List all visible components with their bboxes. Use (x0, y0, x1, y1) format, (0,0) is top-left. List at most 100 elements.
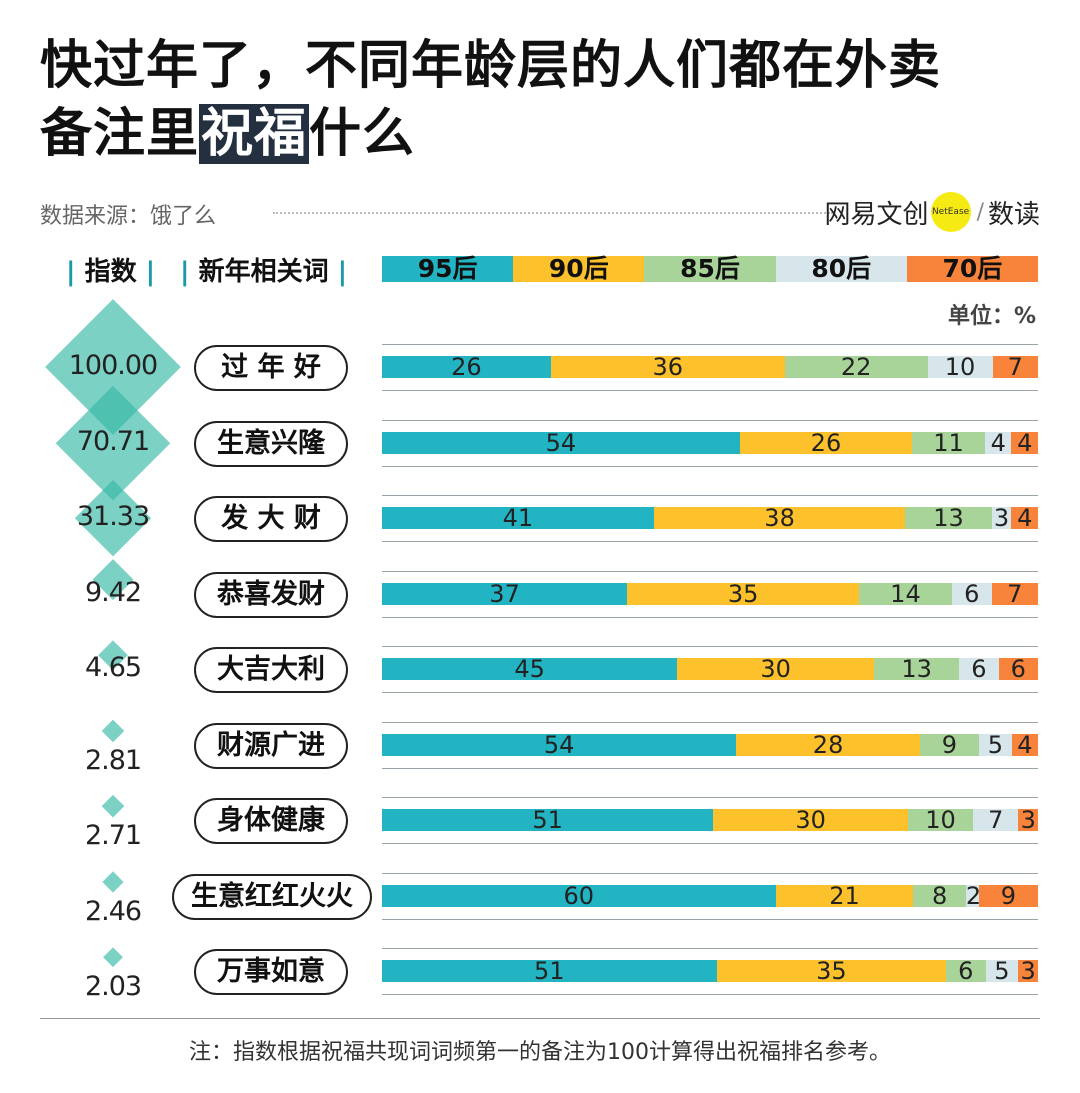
index-value: 31.33 (76, 501, 150, 532)
bar-segment-95后: 37 (382, 582, 628, 606)
row-top-rule (382, 495, 1038, 496)
bar-segment-85后: 13 (905, 506, 992, 530)
row-top-rule (382, 646, 1038, 647)
brand-name: 网易文创 (824, 199, 929, 230)
bar-segment-95后: 26 (382, 355, 551, 379)
chart-row: 2.71 身体健康 51 30 10 7 3 (0, 783, 1080, 858)
title-line-1: 快过年了，不同年龄层的人们都在外卖 (40, 36, 942, 96)
row-top-rule (382, 948, 1038, 949)
bar-segment-80后: 10 (927, 355, 993, 379)
keyword-pill: 生意红红火火 (172, 873, 372, 920)
row-bottom-rule (382, 994, 1038, 995)
data-source: 数据来源：饿了么 (40, 204, 217, 229)
stacked-bar: 54 28 9 5 4 (382, 733, 1038, 757)
title-line-2-post: 什么 (309, 104, 416, 164)
bar-segment-70后: 9 (978, 884, 1038, 908)
legend-item: 95后 (382, 256, 514, 282)
bar-segment-85后: 6 (946, 959, 986, 983)
index-diamond (102, 870, 124, 893)
keyword-pill: 财源广进 (194, 722, 348, 769)
bar-segment-70后: 4 (1011, 431, 1038, 455)
row-bottom-rule (382, 616, 1038, 618)
stacked-bar: 37 35 14 6 7 (382, 582, 1038, 606)
bar-segment-90后: 35 (627, 582, 860, 606)
keyword-pill: 过 年 好 (194, 345, 348, 391)
bar-segment-90后: 35 (716, 959, 947, 983)
bar-segment-70后: 7 (991, 582, 1038, 606)
bar-segment-85后: 9 (919, 733, 979, 757)
bar-segment-90后: 28 (736, 733, 920, 757)
keyword-pill: 发 大 财 (194, 496, 348, 542)
column-headers: | 指数 | | 新年相关词 | (0, 247, 1080, 287)
bar-segment-85后: 11 (912, 431, 985, 455)
keyword-pill: 恭喜发财 (194, 571, 348, 618)
bar-segment-80后: 6 (959, 657, 999, 681)
index-value: 2.81 (84, 744, 142, 776)
bar-segment-90后: 36 (550, 355, 785, 379)
row-top-rule (382, 797, 1038, 798)
stacked-bar: 60 21 8 2 9 (382, 884, 1038, 908)
bar-segment-70后: 3 (1018, 959, 1038, 983)
row-bottom-rule (382, 918, 1038, 920)
chart-row: 2.46 生意红红火火 60 21 8 2 9 (0, 859, 1080, 934)
keyword-pill: 万事如意 (194, 949, 348, 995)
keyword-pill: 生意兴隆 (194, 420, 348, 467)
legend-item: 90后 (513, 256, 645, 282)
bar-segment-80后: 6 (951, 582, 992, 606)
title-highlight: 祝福 (199, 104, 310, 164)
legend-item: 85后 (644, 256, 776, 282)
bar-segment-70后: 7 (992, 355, 1038, 379)
stacked-bar: 26 36 22 10 7 (382, 355, 1038, 379)
index-diamond (101, 794, 125, 818)
chart-row: 4.65 大吉大利 45 30 13 6 6 (0, 632, 1080, 707)
brand-sub: 数读 (987, 199, 1040, 230)
row-bottom-rule (382, 390, 1038, 391)
stacked-bar: 51 35 6 5 3 (382, 959, 1038, 983)
bar-segment-85后: 10 (908, 808, 974, 832)
bar-segment-90后: 30 (677, 657, 874, 681)
stacked-bar: 54 26 11 4 4 (382, 431, 1038, 455)
row-bottom-rule (382, 692, 1038, 693)
bar-segment-80后: 3 (991, 506, 1012, 530)
unit-label: 单位：% (947, 304, 1036, 329)
index-value: 70.71 (76, 425, 150, 457)
legend-item: 70后 (906, 256, 1039, 282)
title-line-2-pre: 备注里 (40, 104, 200, 164)
bar-segment-90后: 26 (739, 431, 913, 455)
row-top-rule (382, 344, 1038, 345)
bar-segment-70后: 6 (998, 657, 1038, 681)
row-top-rule (382, 721, 1038, 723)
chart-row: 2.81 财源广进 54 28 9 5 4 (0, 708, 1080, 783)
row-bottom-rule (382, 767, 1038, 769)
bar-segment-85后: 8 (913, 884, 966, 908)
index-value: 2.03 (84, 971, 142, 1002)
row-top-rule (382, 419, 1038, 421)
bar-segment-80后: 4 (984, 431, 1012, 455)
bar-segment-95后: 51 (382, 808, 714, 832)
bar-segment-95后: 45 (382, 657, 678, 681)
index-diamond (103, 947, 123, 967)
bar-segment-95后: 60 (382, 884, 776, 908)
footnote: 注：指数根据祝福共现词词频第一的备注为100计算得出祝福排名参考。 (189, 1040, 891, 1065)
bar-segment-95后: 41 (382, 506, 654, 530)
bar-segment-70后: 3 (1018, 808, 1038, 832)
legend: 95后 90后 85后 80后 70后 (382, 256, 1039, 282)
index-value: 100.00 (68, 350, 158, 381)
title-line-2: 备注里祝福什么 (40, 100, 1050, 168)
bar-segment-70后: 4 (1011, 506, 1038, 530)
page-title: 快过年了，不同年龄层的人们都在外卖 备注里祝福什么 (40, 32, 1050, 168)
row-bottom-rule (382, 541, 1038, 542)
index-value: 2.46 (84, 895, 142, 927)
bar-segment-70后: 4 (1011, 733, 1038, 757)
stacked-bar: 41 38 13 3 4 (382, 506, 1038, 530)
bar-segment-85后: 14 (859, 582, 952, 606)
brand-slash: / (976, 199, 984, 225)
row-top-rule (382, 570, 1038, 572)
bar-segment-80后: 5 (978, 733, 1012, 757)
row-bottom-rule (382, 465, 1038, 467)
chart-row: 2.03 万事如意 51 35 6 5 3 (0, 934, 1080, 1009)
chart-row: 70.71 生意兴隆 54 26 11 4 4 (0, 385, 1080, 500)
netease-badge: NetEase (930, 192, 971, 232)
row-bottom-rule (382, 843, 1038, 844)
bar-segment-90后: 21 (775, 884, 914, 908)
